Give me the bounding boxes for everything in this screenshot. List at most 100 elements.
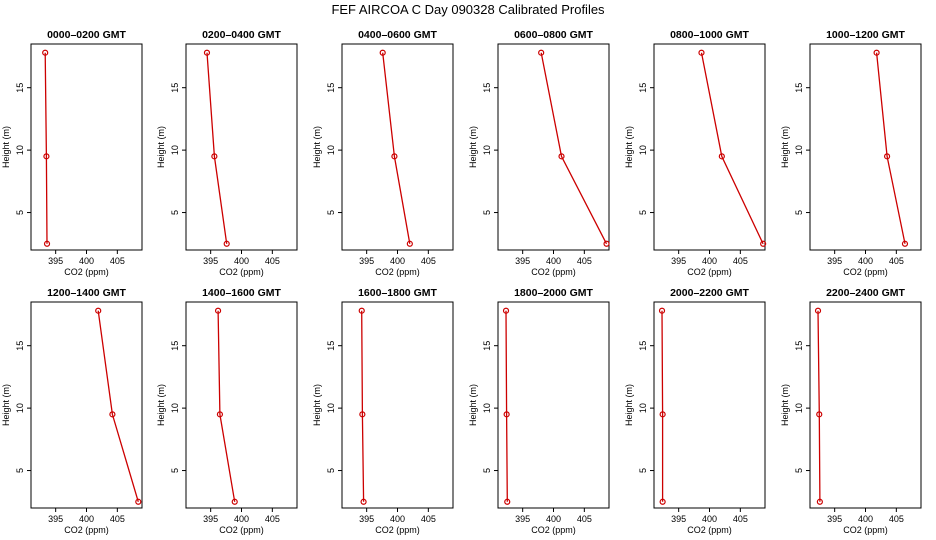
y-tick-label: 10 [482, 403, 492, 413]
y-tick-label: 5 [638, 210, 648, 215]
x-tick-label: 405 [421, 256, 436, 266]
panel-title: 0000–0200 GMT [47, 29, 126, 41]
x-tick-label: 395 [203, 514, 218, 524]
y-tick-label: 5 [326, 210, 336, 215]
plot-frame [497, 301, 610, 509]
x-tick-label: 400 [858, 256, 873, 266]
panel-title: 1400–1600 GMT [202, 287, 281, 299]
x-tick-label: 400 [79, 256, 94, 266]
data-point [883, 153, 891, 160]
y-tick-label: 5 [638, 468, 648, 473]
y-axis-label: Height (m) [624, 384, 634, 426]
data-point [203, 49, 211, 56]
panel: 1200–1400 GMT 395 400 405 5 10 15 CO2 (ppm) Heig… [1, 287, 143, 535]
data-point [503, 411, 510, 418]
plot-frame [30, 43, 143, 251]
y-tick-label: 15 [170, 341, 180, 351]
y-tick-label: 10 [482, 145, 492, 155]
x-axis-label: CO2 (ppm) [531, 525, 576, 535]
y-tick-label: 15 [482, 83, 492, 93]
x-axis-label: CO2 (ppm) [687, 267, 732, 277]
y-tick-label: 5 [482, 468, 492, 473]
x-tick-label: 400 [546, 514, 561, 524]
data-point [760, 240, 767, 247]
y-tick-label: 10 [170, 403, 180, 413]
profile-line [875, 52, 906, 244]
plot-frame [30, 301, 143, 509]
panel-title: 0400–0600 GMT [358, 29, 437, 41]
x-tick-label: 405 [577, 514, 592, 524]
x-tick-label: 400 [390, 256, 405, 266]
y-axis-label: Height (m) [1, 384, 11, 426]
x-tick-label: 400 [858, 514, 873, 524]
y-tick-label: 10 [638, 403, 648, 413]
y-tick-label: 5 [170, 468, 180, 473]
profile-line [97, 310, 139, 502]
x-tick-label: 395 [827, 256, 842, 266]
data-point [42, 49, 49, 56]
x-axis-label: CO2 (ppm) [219, 267, 264, 277]
x-axis-label: CO2 (ppm) [375, 525, 420, 535]
x-axis-label: CO2 (ppm) [687, 525, 732, 535]
data-point [718, 153, 725, 160]
plot-frame [809, 301, 922, 509]
figure-title: FEF AIRCOA C Day 090328 Calibrated Profi… [331, 2, 605, 17]
data-point [603, 240, 610, 247]
y-tick-label: 5 [482, 210, 492, 215]
x-tick-label: 395 [48, 256, 63, 266]
y-tick-label: 15 [794, 341, 804, 351]
plot-frame [341, 43, 454, 251]
plot-frame [809, 43, 922, 251]
y-tick-label: 15 [326, 83, 336, 93]
profile-line [817, 310, 821, 502]
data-point [43, 240, 51, 247]
profile-line [44, 52, 48, 244]
data-point [502, 307, 510, 314]
panel: 0200–0400 GMT 395 400 405 5 10 15 CO2 (ppm) Heig… [156, 29, 298, 277]
data-point [135, 498, 142, 505]
y-axis-label: Height (m) [468, 384, 478, 426]
y-axis-label: Height (m) [156, 384, 166, 426]
y-tick-label: 10 [170, 145, 180, 155]
data-point [504, 498, 511, 505]
data-point [816, 411, 823, 418]
data-point [391, 153, 398, 160]
data-point [873, 49, 880, 56]
x-tick-label: 395 [203, 256, 218, 266]
x-tick-label: 395 [671, 514, 686, 524]
plot-frame [653, 43, 766, 251]
profile-line [382, 52, 411, 244]
profile-line [206, 52, 228, 244]
panel: 0800–1000 GMT 395 400 405 5 10 15 CO2 (ppm) Heig… [624, 29, 767, 277]
panel-title: 2000–2200 GMT [670, 287, 749, 299]
y-tick-label: 15 [638, 83, 648, 93]
y-tick-label: 15 [15, 341, 25, 351]
panel: 2000–2200 GMT 395 400 405 5 10 15 CO2 (ppm) Heig… [624, 287, 766, 535]
data-point [95, 307, 102, 314]
panel-title: 0600–0800 GMT [514, 29, 593, 41]
y-axis-label: Height (m) [1, 126, 11, 168]
plot-frame [341, 301, 454, 509]
profile-line [700, 52, 764, 245]
x-axis-label: CO2 (ppm) [219, 525, 264, 535]
data-point [816, 498, 823, 505]
x-tick-label: 395 [359, 256, 374, 266]
y-tick-label: 5 [326, 468, 336, 473]
x-tick-label: 395 [515, 256, 530, 266]
data-point [223, 240, 230, 247]
y-tick-label: 15 [170, 83, 180, 93]
profile-line [217, 310, 236, 502]
x-tick-label: 405 [421, 514, 436, 524]
x-tick-label: 395 [359, 514, 374, 524]
panel-title: 1800–2000 GMT [514, 287, 593, 299]
x-tick-label: 395 [515, 514, 530, 524]
data-point [360, 498, 367, 505]
panel-title: 1600–1800 GMT [358, 287, 437, 299]
y-tick-label: 15 [482, 341, 492, 351]
x-tick-label: 405 [889, 514, 904, 524]
data-point [814, 307, 822, 314]
panel-title: 2200–2400 GMT [826, 287, 905, 299]
data-point [698, 49, 705, 56]
x-tick-label: 400 [702, 514, 717, 524]
